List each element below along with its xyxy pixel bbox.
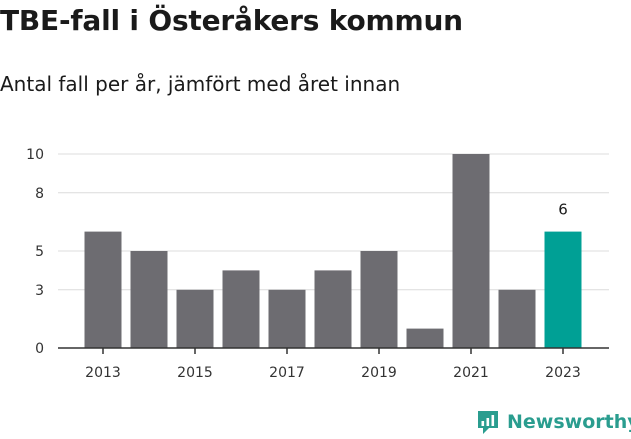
y-tick-label: 0: [35, 341, 44, 357]
bar: [498, 289, 536, 348]
chart-subtitle: Antal fall per år, jämfört med året inna…: [0, 72, 401, 96]
bar: [222, 270, 260, 348]
newsworthy-logo-icon: [478, 411, 498, 434]
x-tick-label: 2021: [453, 365, 489, 381]
x-tick-label: 2013: [85, 365, 121, 381]
y-tick-label: 10: [26, 147, 44, 163]
data-label: 6: [558, 201, 568, 219]
x-tick-label: 2015: [177, 365, 213, 381]
brand-name: Newsworthy: [507, 411, 631, 433]
bar: [452, 154, 490, 348]
bar: [360, 251, 398, 348]
bar: [314, 270, 352, 348]
brand-logo: Newsworthy: [476, 408, 631, 436]
y-tick-label: 3: [35, 283, 44, 299]
y-tick-label: 8: [35, 186, 44, 202]
y-tick-label: 5: [35, 244, 44, 260]
chart-title: TBE-fall i Österåkers kommun: [0, 4, 463, 37]
bar: [84, 231, 122, 348]
x-tick-label: 2019: [361, 365, 397, 381]
bar: [130, 251, 168, 348]
bar: [268, 289, 306, 348]
bar: [544, 231, 582, 348]
x-tick-label: 2023: [545, 365, 581, 381]
bar: [176, 289, 214, 348]
bar: [406, 328, 444, 348]
x-tick-label: 2017: [269, 365, 305, 381]
